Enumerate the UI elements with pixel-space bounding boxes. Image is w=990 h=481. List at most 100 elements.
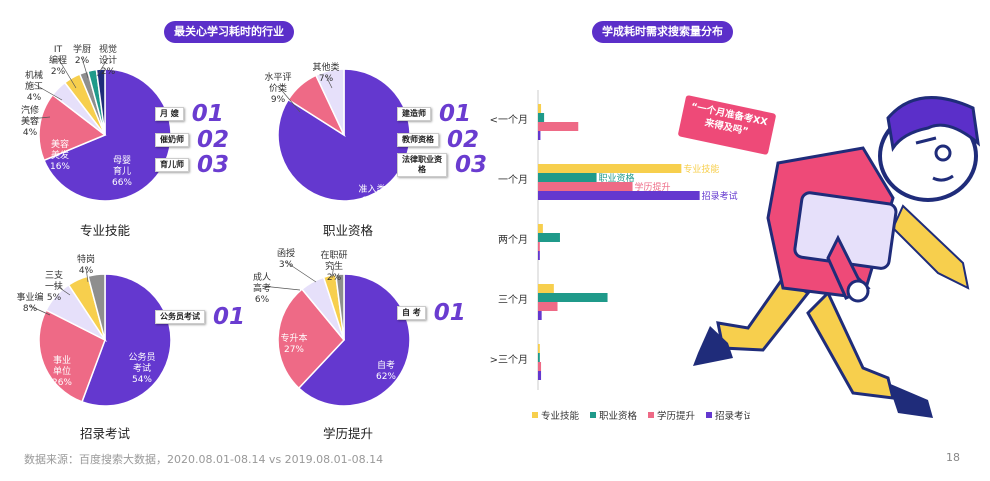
pie-slice [81, 273, 172, 407]
leader-line [325, 75, 333, 89]
slice-label: 特岗 4% [77, 253, 95, 276]
bar-data-label: 学历提升 [635, 181, 671, 193]
pie-slice [277, 288, 345, 390]
slice-label: 母婴育儿 66% [112, 155, 132, 188]
rank-label: 建造师 [397, 107, 431, 121]
slice-label: 视觉设计 2% [99, 43, 117, 77]
right-section-title: 学成耗时需求搜索量分布 [592, 21, 733, 43]
pie-slice [38, 93, 107, 162]
pie-slice [334, 273, 345, 341]
pie-slice [297, 273, 411, 407]
legend-label: 职业资格 [599, 410, 638, 422]
pie-title-education: 学历提升 [322, 426, 373, 441]
rank-number: 01 [191, 101, 224, 127]
rank-recruit-1: 公务员考试 01 [155, 304, 245, 330]
bar-data-label: 招录考试 [702, 190, 738, 202]
bar-data-label: 职业资格 [599, 172, 635, 184]
slice-label: 函授 3% [277, 247, 295, 270]
rank-number: 01 [439, 101, 472, 127]
legend-swatch [648, 412, 654, 418]
bar [538, 122, 579, 131]
pie-slice [314, 68, 345, 136]
slice-label: 成人高考 6% [253, 271, 271, 305]
bar [538, 353, 540, 362]
slice-label: 事业编 8% [16, 291, 43, 314]
slice-label: 三支一扶 5% [45, 269, 63, 303]
slice-label: 公务员考试 54% [128, 351, 155, 385]
rank-skills-1: 月 嫂 01 [155, 101, 224, 127]
leader-line [29, 116, 51, 120]
bar [538, 284, 554, 293]
bar [538, 362, 542, 371]
rank-skills-3: 育儿师 03 [155, 152, 229, 178]
category-label: >三个月 [490, 354, 528, 366]
slice-label: 汽修美容 4% [21, 104, 39, 138]
pie-slice [38, 309, 106, 403]
pie-charts: 母婴育儿 66% 美容美发 16% 汽修美容 4%机械施工 4% IT 编程 2% 学厨 2% 视觉设计… [16, 43, 411, 407]
leader-line [331, 263, 335, 279]
bar [538, 131, 541, 140]
legend-swatch [532, 412, 538, 418]
rank-number: 02 [197, 127, 230, 153]
bar [538, 242, 540, 251]
bar [538, 311, 542, 320]
bar [538, 191, 700, 200]
slice-label: 学厨 2% [73, 43, 91, 66]
bar [538, 344, 540, 353]
rank-edu-1: 自 考 01 [397, 300, 466, 326]
bar [538, 371, 542, 380]
page-number: 18 [946, 451, 960, 464]
category-label: 两个月 [498, 234, 528, 246]
left-section-title: 最关心学习耗时的行业 [164, 21, 294, 43]
rank-skills-2: 催奶师 02 [155, 127, 229, 153]
leader-line [96, 57, 109, 77]
bar [538, 302, 558, 311]
leader-line [81, 57, 89, 79]
category-label: <一个月 [490, 114, 528, 126]
rank-label: 公务员考试 [155, 310, 205, 324]
rank-qual-3: 法律职业资格 03 [397, 152, 487, 178]
bar [538, 233, 560, 242]
rank-label: 教师资格 [397, 133, 439, 147]
rank-label: 法律职业资格 [397, 153, 447, 177]
rank-label: 育儿师 [155, 158, 189, 172]
pie-title-qualification: 职业资格 [322, 223, 373, 238]
leader-line [29, 305, 51, 316]
rank-number: 03 [455, 152, 488, 178]
slice-label: 在职研究生 2% [320, 249, 347, 283]
bar [538, 173, 597, 182]
slice-label: 事业单位 26% [52, 354, 72, 388]
category-label: 一个月 [498, 174, 528, 186]
leader-line [285, 261, 317, 283]
legend-label: 专业技能 [541, 410, 580, 422]
bar [538, 293, 608, 302]
legend-swatch [590, 412, 596, 418]
rank-label: 催奶师 [155, 133, 189, 147]
bar [538, 182, 633, 191]
pie-slice [87, 273, 106, 341]
slice-label: 水平评价类 9% [264, 71, 291, 105]
leader-line [33, 83, 63, 101]
leader-line [277, 85, 301, 113]
running-student-illustration [693, 96, 981, 418]
bar [538, 104, 542, 113]
rank-number: 03 [197, 152, 230, 178]
pie-title-recruitment: 招录考试 [79, 426, 130, 441]
rank-number: 01 [213, 304, 246, 330]
pie-slice [95, 68, 106, 136]
rank-number: 02 [447, 127, 480, 153]
leader-line [261, 285, 301, 291]
rank-number: 01 [433, 300, 466, 326]
rank-qual-1: 建造师 01 [397, 101, 471, 127]
slice-label: IT 编程 2% [49, 45, 67, 77]
legend-label: 学历提升 [657, 410, 696, 422]
rank-label: 月 嫂 [155, 107, 184, 121]
leader-line [85, 267, 89, 283]
category-label: 三个月 [498, 294, 528, 306]
legend-swatch [706, 412, 712, 418]
legend-label: 招录考试 [715, 410, 750, 422]
slice-label: 准入类 84% [358, 183, 385, 206]
slice-label: 美容美发 16% [50, 138, 70, 172]
rank-label: 自 考 [397, 306, 426, 320]
